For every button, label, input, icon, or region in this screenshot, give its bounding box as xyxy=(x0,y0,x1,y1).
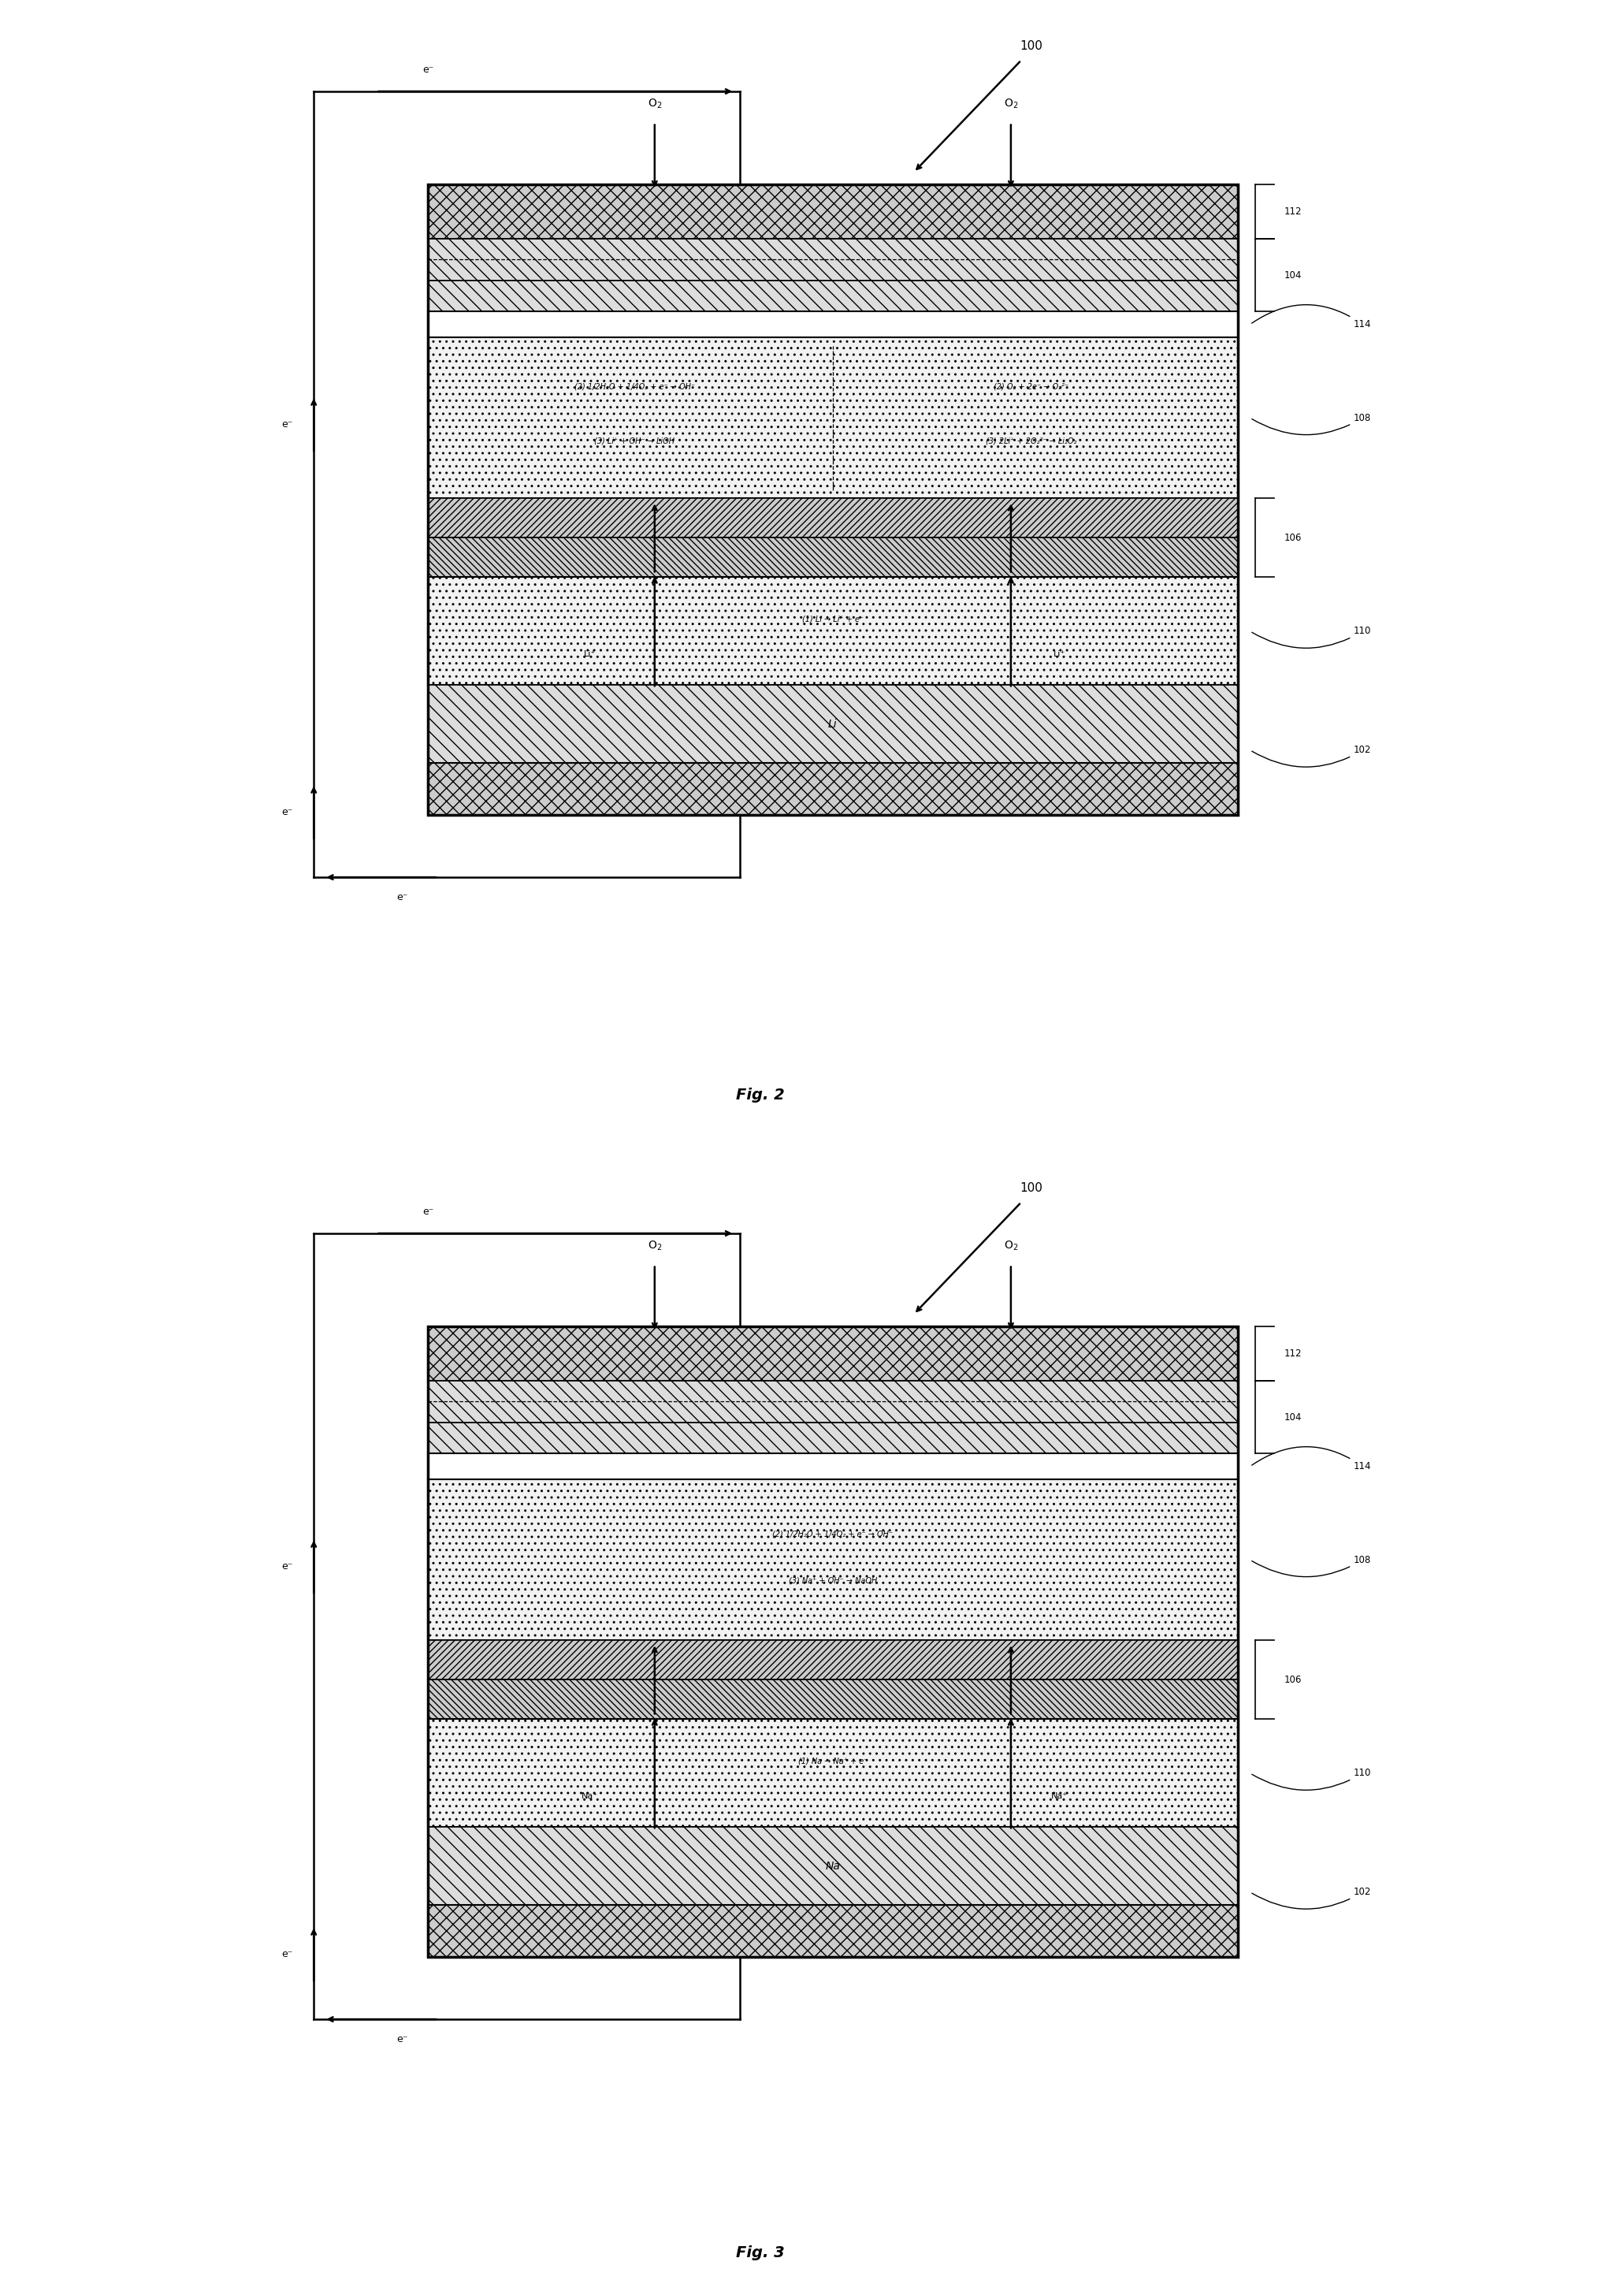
Text: e⁻: e⁻ xyxy=(422,64,434,75)
Text: e⁻: e⁻ xyxy=(396,893,408,902)
Text: 104: 104 xyxy=(1285,270,1302,281)
Bar xyxy=(429,1827,1237,1905)
Text: Na: Na xyxy=(825,1861,840,1871)
Text: 100: 100 xyxy=(1020,41,1043,53)
Text: (2) 1/2H₂O + 1/4O₂ + e⁻ → OH⁻: (2) 1/2H₂O + 1/4O₂ + e⁻ → OH⁻ xyxy=(773,1530,893,1537)
Bar xyxy=(429,1327,1237,1957)
Text: e⁻: e⁻ xyxy=(422,1206,434,1217)
Text: Fig. 3: Fig. 3 xyxy=(736,2245,784,2261)
Text: e⁻: e⁻ xyxy=(281,1562,292,1571)
Text: Li⁺: Li⁺ xyxy=(1054,651,1065,658)
Text: (2) O₂ + 2e⁻ → O₂²⁻: (2) O₂ + 2e⁻ → O₂²⁻ xyxy=(994,384,1069,391)
Bar xyxy=(429,1453,1237,1480)
Text: 114: 114 xyxy=(1252,304,1372,329)
Bar xyxy=(429,498,1237,537)
Text: (1) Li → Li⁺ + e⁻: (1) Li → Li⁺ + e⁻ xyxy=(802,614,864,624)
Text: 106: 106 xyxy=(1285,532,1302,544)
Bar xyxy=(429,685,1237,763)
Text: 102: 102 xyxy=(1252,1887,1371,1909)
Bar xyxy=(429,1720,1237,1827)
Bar xyxy=(429,311,1237,338)
Text: 110: 110 xyxy=(1252,626,1371,649)
Text: 110: 110 xyxy=(1252,1768,1371,1791)
Text: Na⁺: Na⁺ xyxy=(1051,1793,1067,1800)
Bar xyxy=(429,537,1237,578)
Text: Li⁺: Li⁺ xyxy=(585,651,596,658)
Text: (1) Na → Na⁺ + e⁻: (1) Na → Na⁺ + e⁻ xyxy=(797,1756,867,1766)
Text: 112: 112 xyxy=(1285,1348,1302,1359)
Text: 106: 106 xyxy=(1285,1674,1302,1686)
Text: O$_2$: O$_2$ xyxy=(1004,1240,1018,1252)
Text: 100: 100 xyxy=(1020,1183,1043,1195)
Text: 114: 114 xyxy=(1252,1446,1372,1471)
Bar xyxy=(429,1905,1237,1957)
Text: (2) 1/2H₂O + 1/4O₂ + e⁻ → OH⁻: (2) 1/2H₂O + 1/4O₂ + e⁻ → OH⁻ xyxy=(573,384,695,391)
Bar xyxy=(429,1382,1237,1423)
Bar xyxy=(429,763,1237,815)
Text: 108: 108 xyxy=(1252,413,1371,434)
Bar xyxy=(429,185,1237,815)
Bar xyxy=(429,1423,1237,1453)
Text: Li: Li xyxy=(828,719,838,729)
Bar xyxy=(429,281,1237,311)
Bar xyxy=(429,185,1237,240)
Bar xyxy=(429,578,1237,685)
Bar xyxy=(429,240,1237,281)
Text: e⁻: e⁻ xyxy=(281,1948,292,1960)
Text: O$_2$: O$_2$ xyxy=(648,1240,663,1252)
Text: Na⁺: Na⁺ xyxy=(581,1793,598,1800)
Bar xyxy=(429,338,1237,498)
Bar xyxy=(429,1327,1237,1382)
Text: e⁻: e⁻ xyxy=(281,420,292,429)
Text: e⁻: e⁻ xyxy=(281,806,292,818)
Text: (3) Na⁺ + OH⁻ → NaOH: (3) Na⁺ + OH⁻ → NaOH xyxy=(789,1576,877,1585)
Bar xyxy=(429,1640,1237,1679)
Text: Fig. 2: Fig. 2 xyxy=(736,1087,784,1103)
Text: 104: 104 xyxy=(1285,1412,1302,1423)
Text: e⁻: e⁻ xyxy=(396,2035,408,2044)
Bar xyxy=(429,1679,1237,1720)
Text: (3) Li⁺ + OH⁻ → LiOH: (3) Li⁺ + OH⁻ → LiOH xyxy=(594,436,674,445)
Bar xyxy=(429,1480,1237,1640)
Text: O$_2$: O$_2$ xyxy=(1004,98,1018,110)
Text: (3) 2Li⁺ + 2O₂²⁻ → Li₂O₂: (3) 2Li⁺ + 2O₂²⁻ → Li₂O₂ xyxy=(986,436,1077,445)
Text: 102: 102 xyxy=(1252,745,1371,767)
Text: O$_2$: O$_2$ xyxy=(648,98,663,110)
Text: 112: 112 xyxy=(1285,206,1302,217)
Text: 108: 108 xyxy=(1252,1555,1371,1576)
